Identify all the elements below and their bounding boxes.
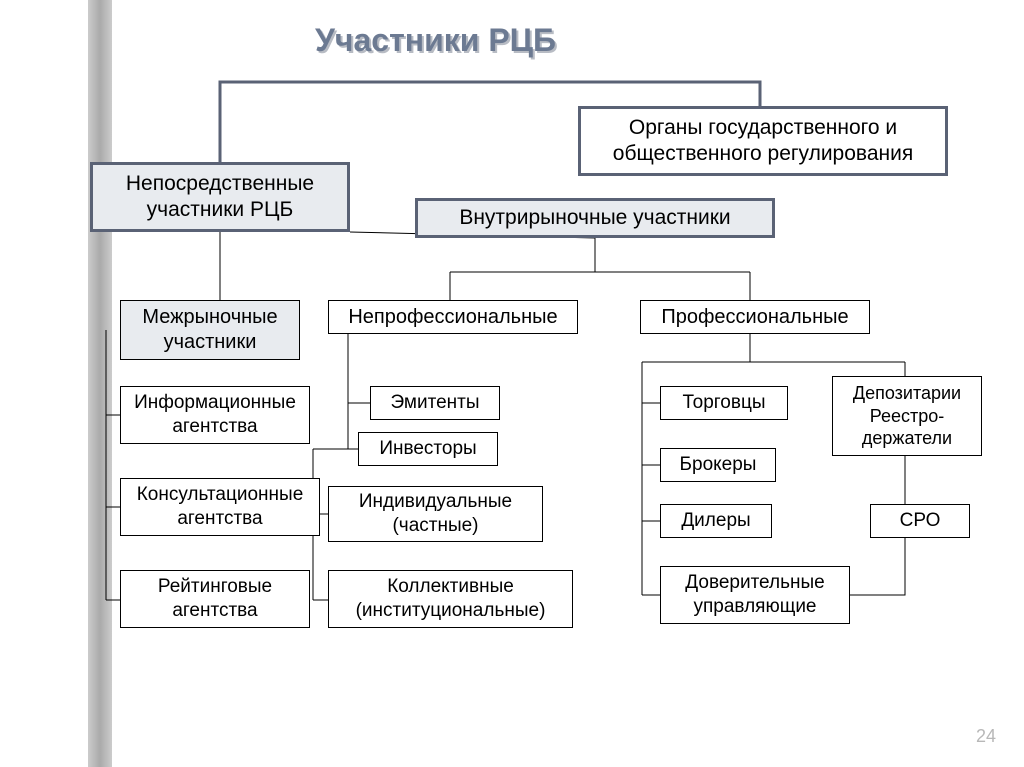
node-label-direct: Непосредственные участники РЦБ — [126, 171, 314, 224]
connector-intramarket_down — [450, 238, 750, 300]
node-direct: Непосредственные участники РЦБ — [90, 162, 350, 232]
node-traders: Торговцы — [660, 386, 788, 420]
node-prof: Профессиональные — [640, 300, 870, 334]
node-issuers: Эмитенты — [370, 386, 500, 420]
node-regulation: Органы государственного и общественного … — [578, 106, 948, 176]
node-individual: Индивидуальные (частные) — [328, 486, 543, 542]
node-label-investors: Инвесторы — [379, 437, 476, 461]
node-nonprof: Непрофессиональные — [328, 300, 578, 334]
node-label-info: Информационные агентства — [134, 391, 296, 439]
node-label-traders: Торговцы — [683, 391, 766, 415]
node-trust: Доверительные управляющие — [660, 566, 850, 624]
node-label-prof: Профессиональные — [661, 305, 848, 330]
decorative-stripe — [88, 0, 112, 767]
node-rating: Рейтинговые агентства — [120, 570, 310, 628]
node-label-dealers: Дилеры — [681, 509, 750, 533]
node-label-trust: Доверительные управляющие — [685, 571, 824, 619]
node-label-rating: Рейтинговые агентства — [158, 575, 272, 623]
node-label-intramarket: Внутрирыночные участники — [459, 205, 730, 231]
node-intermarket: Межрыночные участники — [120, 300, 300, 360]
node-label-individual: Индивидуальные (частные) — [359, 490, 512, 538]
node-label-consult: Консультационные агентства — [137, 483, 304, 531]
page-number: 24 — [976, 726, 996, 747]
node-label-depositary: Депозитарии Реестро- держатели — [853, 382, 961, 450]
node-info: Информационные агентства — [120, 386, 310, 444]
node-consult: Консультационные агентства — [120, 478, 320, 536]
node-label-issuers: Эмитенты — [390, 391, 479, 415]
node-depositary: Депозитарии Реестро- держатели — [832, 376, 982, 456]
node-investors: Инвесторы — [358, 432, 498, 466]
node-label-collective: Коллективные (институциональные) — [356, 575, 546, 623]
node-intramarket: Внутрирыночные участники — [415, 198, 775, 238]
node-dealers: Дилеры — [660, 504, 772, 538]
node-label-sro: СРО — [900, 509, 941, 533]
node-label-intermarket: Межрыночные участники — [142, 305, 277, 355]
title-text: Участники РЦБ — [315, 22, 556, 58]
node-collective: Коллективные (институциональные) — [328, 570, 573, 628]
node-label-brokers: Брокеры — [680, 453, 757, 477]
node-brokers: Брокеры — [660, 448, 776, 482]
node-label-nonprof: Непрофессиональные — [348, 305, 557, 330]
page-title: Участники РЦБ — [315, 22, 556, 59]
node-sro: СРО — [870, 504, 970, 538]
node-label-regulation: Органы государственного и общественного … — [613, 115, 913, 168]
